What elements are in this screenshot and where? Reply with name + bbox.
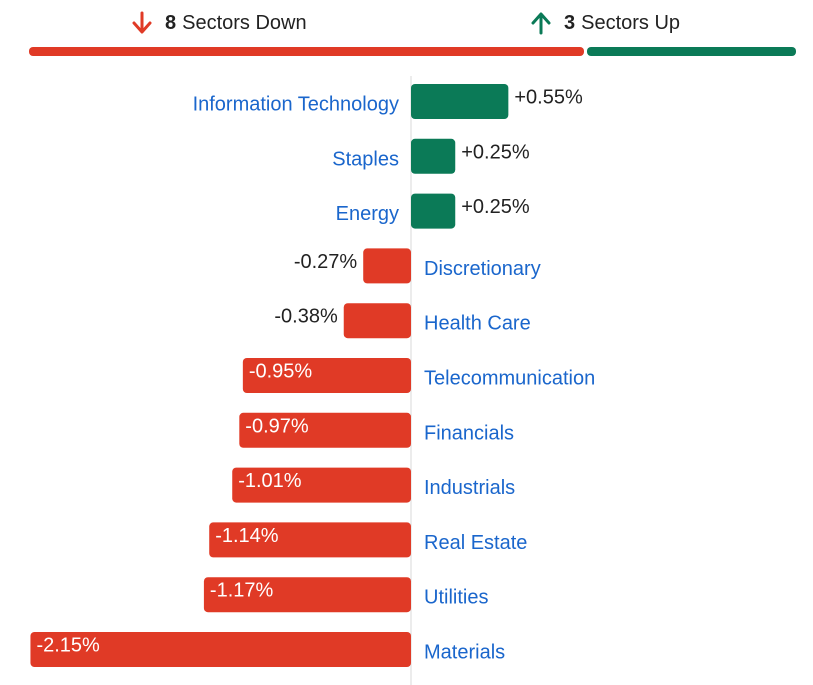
bar-real-estate[interactable] (209, 522, 411, 558)
arrow-up-icon (531, 12, 551, 35)
value-label: +0.55% (514, 87, 583, 109)
category-label: Energy (336, 203, 399, 225)
sectors-up-label: Sectors Up (581, 11, 681, 34)
bar-staples[interactable] (411, 138, 456, 174)
category-label: Real Estate (424, 532, 527, 554)
bar-industrials[interactable] (232, 467, 411, 503)
value-label: -0.97% (245, 415, 309, 437)
market-breadth-bar (29, 47, 796, 56)
sectors-down-count: 8 (165, 11, 177, 34)
bar-financials[interactable] (239, 412, 411, 448)
sectors-up-count: 3 (564, 11, 576, 34)
arrow-down-icon (132, 11, 152, 34)
value-label: +0.25% (461, 141, 530, 163)
value-label: -1.14% (215, 525, 279, 547)
bar-discretionary[interactable] (363, 248, 411, 284)
sectors-down-summary: 8 Sectors Down (131, 8, 307, 38)
bar-health-care[interactable] (343, 303, 411, 339)
category-label: Telecommunication (424, 368, 595, 390)
category-label: Information Technology (193, 94, 399, 116)
bar-utilities[interactable] (203, 577, 411, 613)
value-label: +0.25% (461, 196, 530, 218)
value-label: -2.15% (36, 635, 100, 657)
value-label: -0.27% (294, 251, 358, 273)
bar-telecommunication[interactable] (242, 358, 411, 393)
category-label: Financials (424, 422, 514, 444)
sectors-up-summary: 3 Sectors Up (530, 8, 680, 38)
value-label: -0.38% (274, 306, 338, 328)
value-label: -1.01% (238, 470, 302, 492)
bar-information-technology[interactable] (411, 84, 509, 119)
breadth-up-segment (587, 47, 796, 56)
category-label: Industrials (424, 477, 515, 499)
bar-energy[interactable] (411, 193, 456, 229)
breadth-down-segment (29, 47, 584, 56)
category-label: Utilities (424, 587, 488, 609)
bar-materials[interactable] (30, 632, 411, 667)
category-label: Health Care (424, 313, 531, 335)
sectors-down-label: Sectors Down (182, 11, 307, 34)
value-label: -1.17% (210, 580, 274, 602)
category-label: Materials (424, 642, 505, 664)
value-label: -0.95% (249, 361, 313, 383)
category-label: Discretionary (424, 258, 541, 280)
category-label: Staples (332, 148, 399, 170)
